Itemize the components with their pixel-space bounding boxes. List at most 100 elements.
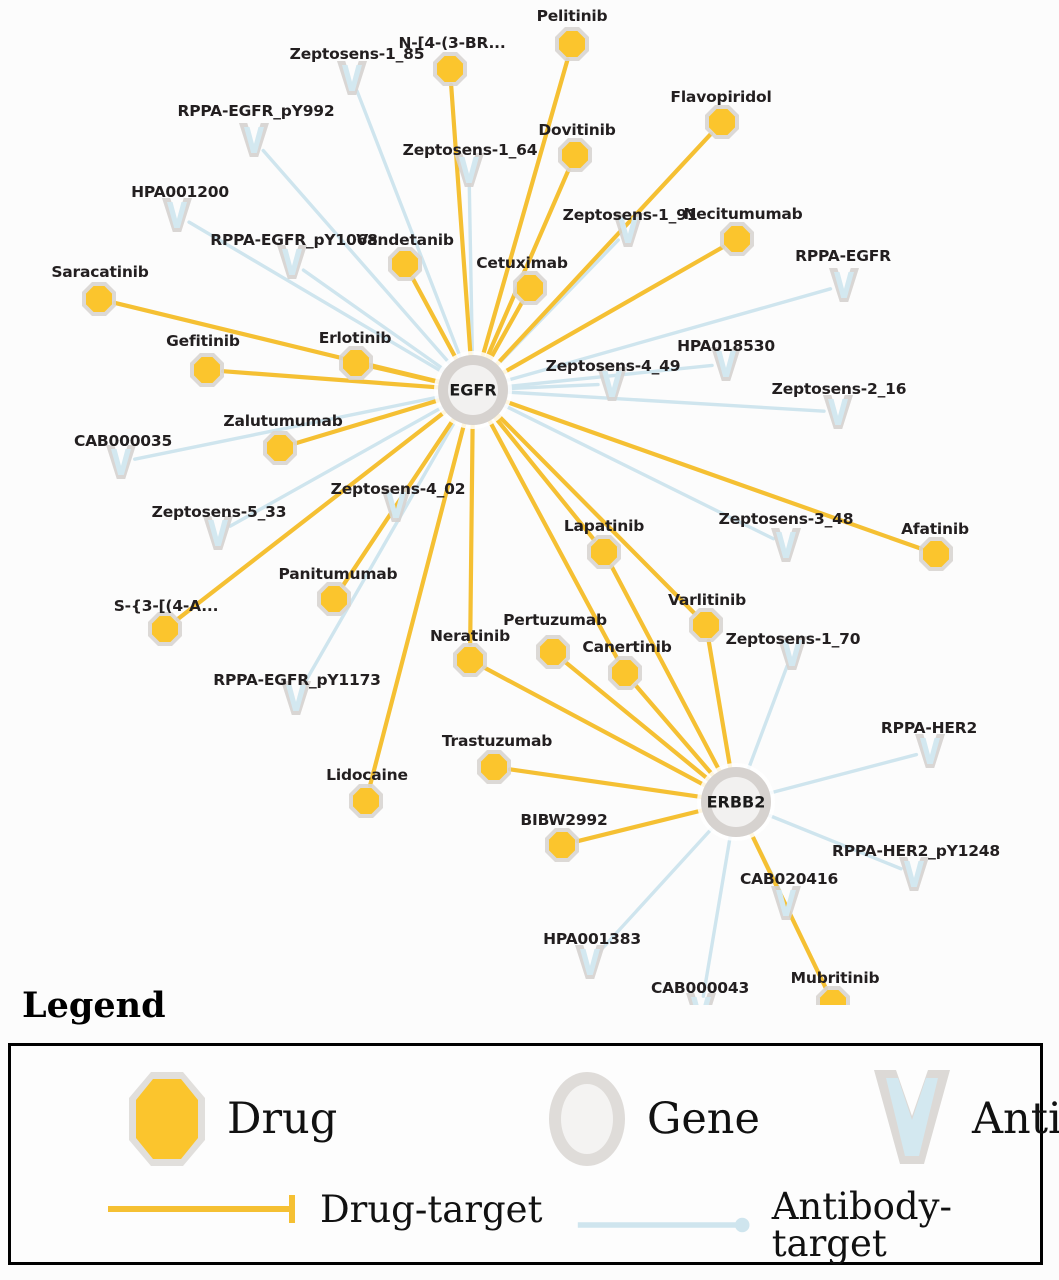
antibody-body — [282, 249, 302, 275]
drug-body — [392, 251, 418, 277]
gene-node-label: ERBB2 — [706, 792, 766, 812]
antibody-body — [920, 738, 940, 764]
legend-label-antibody: Antibody — [972, 1093, 1059, 1144]
antibody-target-edge — [495, 389, 826, 413]
antibody-target-edge — [261, 148, 459, 374]
drug-node[interactable] — [433, 52, 467, 86]
antibody-node[interactable] — [337, 61, 367, 95]
antibody-node[interactable] — [771, 528, 801, 562]
gene-node-label: EGFR — [449, 380, 497, 400]
antibody-target-edge — [742, 664, 789, 782]
drug-node[interactable] — [705, 105, 739, 139]
drug-node[interactable] — [388, 247, 422, 281]
drug-target-edge — [507, 767, 715, 801]
antibody-node[interactable] — [277, 245, 307, 279]
antibody-target-edge — [228, 400, 454, 528]
drug-node[interactable] — [339, 346, 373, 380]
drug-body — [709, 109, 735, 135]
legend-label-drug-target: Drug-target — [320, 1187, 543, 1231]
antibody-node[interactable] — [613, 213, 643, 247]
drug-node[interactable] — [453, 643, 487, 677]
antibody-node[interactable] — [106, 445, 136, 479]
antibody-body — [342, 65, 362, 91]
drug-node[interactable] — [513, 271, 547, 305]
antibody-node[interactable] — [823, 395, 853, 429]
legend-item-drug: Drug — [121, 1064, 337, 1174]
drug-node[interactable] — [720, 222, 754, 256]
antibody-node[interactable] — [771, 886, 801, 920]
antibody-target-edge — [757, 752, 919, 798]
antibody-body — [167, 202, 187, 228]
drug-body — [457, 647, 483, 673]
antibody-body — [828, 399, 848, 425]
drug-node[interactable] — [536, 635, 570, 669]
antibody-node[interactable] — [597, 367, 627, 401]
antibody-node[interactable] — [777, 636, 807, 670]
drug-node[interactable] — [608, 656, 642, 690]
drug-body — [562, 142, 588, 168]
antibody-body — [834, 272, 854, 298]
drug-body — [267, 435, 293, 461]
antibody-node[interactable] — [203, 516, 233, 550]
antibody-node[interactable] — [281, 681, 311, 715]
antibody-node[interactable] — [162, 198, 192, 232]
drug-node[interactable] — [263, 431, 297, 465]
antibody-node[interactable] — [575, 945, 605, 979]
drug-target-edge — [410, 275, 464, 371]
drug-target-edge — [480, 167, 571, 371]
drug-body — [693, 612, 719, 638]
node-layer — [82, 27, 953, 1005]
antibody-body — [602, 371, 622, 397]
antibody-node[interactable] — [711, 347, 741, 381]
edge-layer — [112, 57, 924, 998]
drug-body — [353, 788, 379, 814]
drug-node[interactable] — [317, 582, 351, 616]
drug-target-edge — [293, 394, 453, 446]
antibody-node[interactable] — [381, 488, 411, 522]
gene-node[interactable] — [697, 763, 775, 841]
antibody-body — [904, 861, 924, 887]
antibody-target-edge — [494, 287, 833, 386]
drug-node[interactable] — [190, 353, 224, 387]
drug-target-edge — [485, 406, 597, 542]
drug-target-edge — [487, 404, 697, 616]
antibody-target-edge — [301, 268, 456, 378]
drug-target-edge — [633, 683, 723, 786]
antibody-body — [691, 997, 711, 1005]
drug-node[interactable] — [148, 612, 182, 646]
drug-node[interactable] — [919, 537, 953, 571]
drug-target-edge — [563, 660, 720, 789]
drug-body — [194, 357, 220, 383]
drug-node[interactable] — [555, 27, 589, 61]
legend-box: Drug Gene Antibody — [8, 1043, 1059, 1265]
antibody-node[interactable] — [454, 153, 484, 187]
drug-node[interactable] — [477, 750, 511, 784]
antibody-node[interactable] — [915, 734, 945, 768]
antibody-node[interactable] — [239, 123, 269, 157]
drug-node[interactable] — [545, 828, 579, 862]
legend-label-gene: Gene — [647, 1093, 760, 1144]
antibody-node[interactable] — [686, 993, 716, 1005]
drug-body — [152, 616, 178, 642]
antibody-target-edge — [495, 382, 600, 391]
drug-node[interactable] — [587, 535, 621, 569]
drug-body — [820, 990, 846, 1005]
drug-target-edge — [482, 665, 717, 793]
gene-node[interactable] — [434, 351, 512, 429]
drug-body — [549, 832, 575, 858]
antibody-node[interactable] — [829, 268, 859, 302]
drug-node[interactable] — [82, 282, 116, 316]
drug-node[interactable] — [689, 608, 723, 642]
antibody-node[interactable] — [899, 857, 929, 891]
antibody-body — [386, 492, 406, 518]
drug-target-edge — [482, 409, 620, 662]
drug-body — [559, 31, 585, 57]
antibody-body — [286, 685, 306, 711]
antibody-body — [244, 127, 264, 153]
drug-node[interactable] — [816, 986, 850, 1005]
legend-title: Legend — [22, 985, 166, 1026]
drug-node[interactable] — [349, 784, 383, 818]
antibody-body — [459, 157, 479, 183]
drug-node[interactable] — [558, 138, 592, 172]
legend: Legend Drug Gene — [0, 985, 1059, 1280]
